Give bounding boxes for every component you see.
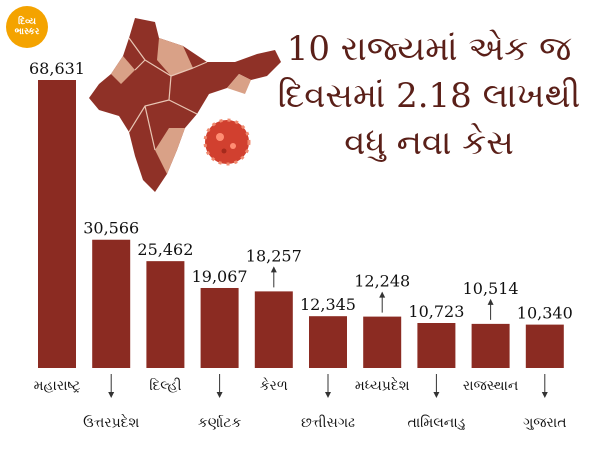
category-label-5: કેરળ [260,377,288,394]
headline-line-2: દિવસમાં 2.18 લાખથી [277,76,581,116]
category-label-10: ગુજરાત [523,415,566,431]
category-label-6: છત્તીસગઢ [301,415,355,431]
category-label-3: દિલ્હી [149,378,181,394]
category-pointer-head-8 [433,392,440,398]
value-label-1: 68,631 [29,59,85,78]
bar-5 [254,291,293,368]
logo-line-2: ભાસ્કર [14,27,40,37]
value-label-10: 10,340 [517,304,573,323]
india-map-illustration [89,18,281,192]
category-label-9: રાજસ્થાન [463,378,518,394]
value-label-4: 19,067 [192,267,248,286]
bar-9 [471,323,510,368]
divya-bhaskar-logo: દિવ્ય ભાસ્કર [6,6,48,48]
value-pointer-head-5 [270,266,277,273]
category-pointer-head-4 [216,392,223,398]
value-label-2: 30,566 [83,219,139,238]
bar-2 [92,239,131,368]
value-pointer-head-7 [379,291,386,298]
category-pointer-head-10 [541,392,548,398]
value-label-9: 10,514 [463,279,519,298]
map-state-borders [128,37,208,151]
chart-headline: 10 રાજ્યમાં એક જ દિવસમાં 2.18 લાખથી વધુ … [268,26,590,167]
value-label-5: 18,257 [246,246,302,265]
coronavirus-icon [203,118,251,166]
value-label-7: 12,248 [354,272,410,291]
bar-4 [200,287,239,368]
category-label-1: મહારાષ્ટ્ર [34,378,81,394]
category-label-7: મધ્યપ્રદેશ [355,376,410,394]
value-label-3: 25,462 [137,240,193,259]
bar-7 [363,316,402,368]
bar-10 [525,324,564,368]
category-label-4: કર્ણાટક [198,414,242,431]
category-label-8: તામિલનાડુ [407,415,465,431]
logo-line-1: દિવ્ય [18,17,36,27]
bar-1 [38,80,76,368]
bar-3 [146,261,185,368]
bar-6 [309,316,347,368]
value-pointer-head-9 [487,298,494,305]
category-label-2: ઉત્તરપ્રદેશ [83,413,139,431]
category-pointer-head-6 [325,392,331,398]
headline-line-1: 10 રાજ્યમાં એક જ [286,29,572,69]
value-label-6: 12,345 [300,295,356,314]
map-india-dark [89,18,281,192]
map-india-light-regions [111,38,251,174]
category-pointer-head-2 [108,392,115,398]
value-label-8: 10,723 [408,302,464,321]
bar-8 [417,323,456,368]
headline-line-3: વધુ નવા કેસ [344,123,514,163]
